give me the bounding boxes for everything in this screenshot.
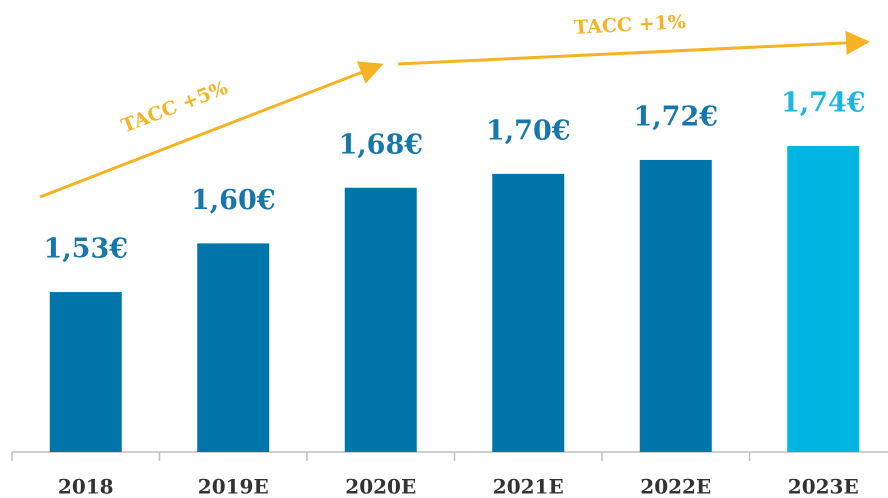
value-label: 1,68€ bbox=[338, 129, 423, 160]
x-tick-label: 2023E bbox=[788, 475, 859, 498]
x-tick-label: 2022E bbox=[640, 475, 711, 498]
value-label: 1,72€ bbox=[633, 101, 718, 132]
x-tick-label: 2018 bbox=[58, 475, 114, 498]
bar bbox=[492, 173, 565, 452]
value-label: 1,74€ bbox=[781, 88, 866, 119]
value-label: 1,70€ bbox=[486, 115, 571, 146]
x-tick-label: 2020E bbox=[345, 475, 416, 498]
x-tick-label: 2021E bbox=[493, 475, 564, 498]
bar bbox=[787, 146, 860, 452]
bar bbox=[49, 292, 122, 452]
trend-arrow bbox=[397, 30, 870, 66]
trend-arrow bbox=[39, 61, 384, 199]
x-tick-label: 2019E bbox=[198, 475, 269, 498]
value-label: 1,53€ bbox=[43, 234, 128, 265]
bar bbox=[344, 187, 417, 452]
bar bbox=[197, 243, 270, 452]
annotation: TACC +1% bbox=[573, 11, 686, 39]
bar bbox=[639, 159, 712, 452]
value-label: 1,60€ bbox=[191, 185, 276, 216]
